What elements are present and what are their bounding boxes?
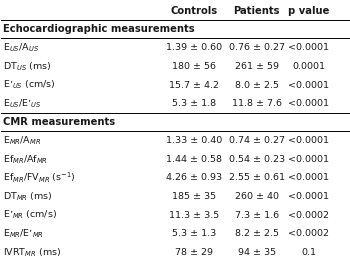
Text: 4.26 ± 0.93: 4.26 ± 0.93 xyxy=(166,174,222,183)
Text: 5.3 ± 1.8: 5.3 ± 1.8 xyxy=(172,99,216,108)
Text: 8.0 ± 2.5: 8.0 ± 2.5 xyxy=(234,80,279,89)
Text: <0.0001: <0.0001 xyxy=(288,80,329,89)
Text: IVRT$_{MR}$ (ms): IVRT$_{MR}$ (ms) xyxy=(3,246,61,259)
Text: p value: p value xyxy=(288,6,329,16)
Text: <0.0001: <0.0001 xyxy=(288,43,329,52)
Text: 0.1: 0.1 xyxy=(301,248,316,257)
Text: E$_{MR}$/E’$_{MR}$: E$_{MR}$/E’$_{MR}$ xyxy=(3,227,44,240)
Text: 0.76 ± 0.27: 0.76 ± 0.27 xyxy=(229,43,285,52)
Text: 11.8 ± 7.6: 11.8 ± 7.6 xyxy=(232,99,282,108)
Text: 5.3 ± 1.3: 5.3 ± 1.3 xyxy=(172,229,216,238)
Text: E$_{US}$/A$_{US}$: E$_{US}$/A$_{US}$ xyxy=(3,42,39,54)
Text: 1.44 ± 0.58: 1.44 ± 0.58 xyxy=(166,155,222,164)
Text: E’$_{MR}$ (cm/s): E’$_{MR}$ (cm/s) xyxy=(3,209,57,221)
Text: <0.0001: <0.0001 xyxy=(288,174,329,183)
Text: CMR measurements: CMR measurements xyxy=(3,117,115,127)
Text: Patients: Patients xyxy=(233,6,280,16)
Text: 1.33 ± 0.40: 1.33 ± 0.40 xyxy=(166,136,222,145)
Text: 15.7 ± 4.2: 15.7 ± 4.2 xyxy=(169,80,219,89)
Text: 78 ± 29: 78 ± 29 xyxy=(175,248,213,257)
Text: 94 ± 35: 94 ± 35 xyxy=(238,248,276,257)
Text: 0.54 ± 0.23: 0.54 ± 0.23 xyxy=(229,155,285,164)
Text: 261 ± 59: 261 ± 59 xyxy=(234,62,279,71)
Text: 180 ± 56: 180 ± 56 xyxy=(172,62,216,71)
Text: 260 ± 40: 260 ± 40 xyxy=(234,192,279,201)
Text: DT$_{US}$ (ms): DT$_{US}$ (ms) xyxy=(3,60,51,73)
Text: 2.55 ± 0.61: 2.55 ± 0.61 xyxy=(229,174,285,183)
Text: <0.0002: <0.0002 xyxy=(288,211,329,220)
Text: 185 ± 35: 185 ± 35 xyxy=(172,192,216,201)
Text: Ef$_{MR}$/Af$_{MR}$: Ef$_{MR}$/Af$_{MR}$ xyxy=(3,153,48,166)
Text: <0.0001: <0.0001 xyxy=(288,192,329,201)
Text: Controls: Controls xyxy=(170,6,218,16)
Text: E$_{US}$/E’$_{US}$: E$_{US}$/E’$_{US}$ xyxy=(3,97,42,110)
Text: <0.0001: <0.0001 xyxy=(288,136,329,145)
Text: Ef$_{MR}$/FV$_{MR}$ (s$^{-1}$): Ef$_{MR}$/FV$_{MR}$ (s$^{-1}$) xyxy=(3,171,76,185)
Text: DT$_{MR}$ (ms): DT$_{MR}$ (ms) xyxy=(3,190,53,203)
Text: E’$_{US}$ (cm/s): E’$_{US}$ (cm/s) xyxy=(3,79,56,91)
Text: <0.0002: <0.0002 xyxy=(288,229,329,238)
Text: <0.0001: <0.0001 xyxy=(288,155,329,164)
Text: E$_{MR}$/A$_{MR}$: E$_{MR}$/A$_{MR}$ xyxy=(3,135,41,147)
Text: Echocardiographic measurements: Echocardiographic measurements xyxy=(3,24,195,34)
Text: 0.0001: 0.0001 xyxy=(292,62,325,71)
Text: <0.0001: <0.0001 xyxy=(288,99,329,108)
Text: 1.39 ± 0.60: 1.39 ± 0.60 xyxy=(166,43,222,52)
Text: 8.2 ± 2.5: 8.2 ± 2.5 xyxy=(234,229,279,238)
Text: 7.3 ± 1.6: 7.3 ± 1.6 xyxy=(234,211,279,220)
Text: 11.3 ± 3.5: 11.3 ± 3.5 xyxy=(169,211,219,220)
Text: 0.74 ± 0.27: 0.74 ± 0.27 xyxy=(229,136,285,145)
